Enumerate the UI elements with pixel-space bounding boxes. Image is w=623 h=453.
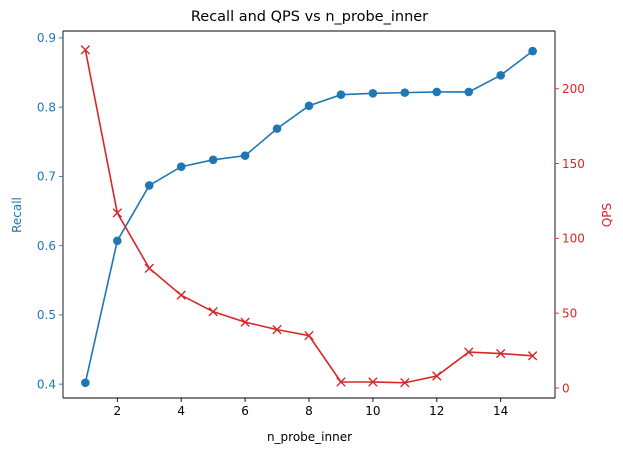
y-axis-right-label: QPS [600, 203, 614, 227]
series-right-point [368, 377, 378, 387]
y-right-tick-label: 0 [562, 381, 570, 395]
series-left-point [496, 71, 505, 80]
series-right-point [112, 208, 123, 218]
x-tick-label: 8 [305, 404, 313, 418]
series-left-point [144, 181, 154, 190]
series-left-point [176, 162, 186, 172]
x-tick-label: 14 [493, 404, 508, 418]
series-right-point [176, 290, 186, 300]
series-right-point [80, 45, 91, 55]
series-left-point [432, 87, 442, 97]
x-tick-label: 6 [241, 404, 249, 418]
series-right-point [144, 263, 154, 273]
series-left-point [272, 124, 282, 133]
series-left-point [240, 151, 250, 160]
series-right-point [304, 330, 314, 341]
y-left-tick-label: 0.4 [37, 377, 56, 391]
y-axis-left-label: Recall [10, 197, 24, 233]
y-left-tick-label: 0.9 [37, 31, 56, 45]
y-right-tick-label: 100 [562, 232, 585, 246]
y-left-tick-label: 0.8 [37, 100, 56, 114]
x-tick-label: 12 [429, 404, 444, 418]
y-right-tick-label: 150 [562, 157, 585, 171]
y-left-tick-label: 0.5 [37, 308, 56, 322]
y-left-tick-label: 0.6 [37, 239, 56, 253]
series-right-point [400, 378, 410, 388]
x-tick-label: 10 [365, 404, 380, 418]
series-left-point [113, 236, 122, 246]
series-right-point [208, 306, 218, 317]
series-left-point [368, 89, 378, 98]
series-right-point [464, 347, 474, 357]
x-axis-label: n_probe_inner [267, 430, 352, 444]
series-left-point [336, 90, 346, 100]
y-left-tick-label: 0.7 [37, 170, 56, 184]
series-left-point [208, 155, 218, 165]
chart-title: Recall and QPS vs n_probe_inner [191, 9, 428, 25]
series-left-point [81, 378, 90, 388]
series-left-point [304, 101, 314, 111]
series-right-point [527, 351, 538, 361]
series-right-point [272, 324, 282, 335]
series-left-point [400, 88, 410, 97]
plot-area: 2 4 6 8 10 12 14 0.4 0.5 0.6 0.7 0.8 0.9 0 50 100 150 200 [37, 30, 585, 418]
x-tick-label: 2 [113, 404, 121, 418]
y-right-tick-label: 50 [562, 306, 577, 320]
x-tick-label: 4 [177, 404, 185, 418]
series-right-point [336, 377, 346, 387]
series-right-point [240, 317, 250, 327]
y-right-tick-label: 200 [562, 82, 585, 96]
series-left-point [464, 87, 474, 97]
series-right-point [432, 371, 442, 381]
series-right-point [495, 348, 506, 359]
series-left-point [528, 46, 537, 56]
